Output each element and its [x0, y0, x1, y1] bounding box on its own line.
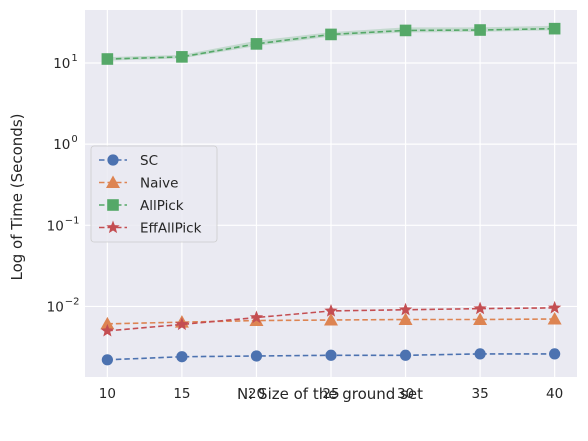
- series-sc: [101, 348, 561, 366]
- x-tick-label: 30: [397, 386, 414, 402]
- data-point-effallpick: [249, 310, 264, 324]
- x-tick-label: 25: [322, 386, 339, 402]
- y-tick-base: 10: [47, 299, 64, 315]
- data-point-sc: [176, 351, 188, 363]
- x-tick-label: 10: [99, 386, 116, 402]
- data-point-sc: [325, 349, 337, 361]
- data-point-sc: [101, 354, 113, 366]
- y-tick-exponent: 0: [71, 134, 77, 145]
- legend-label: EffAllPick: [140, 221, 202, 237]
- x-tick-label: 20: [248, 386, 265, 402]
- x-axis-label: N: Size of the ground set: [237, 385, 423, 403]
- y-tick-base: 10: [53, 137, 70, 153]
- series-effallpick: [100, 300, 562, 337]
- data-point-allpick: [474, 24, 486, 36]
- y-tick-base: 10: [47, 218, 64, 234]
- y-tick-label: 10 −1: [47, 215, 80, 234]
- data-point-naive: [547, 312, 562, 325]
- data-point-sc: [250, 350, 263, 362]
- data-point-effallpick: [547, 300, 562, 314]
- data-point-effallpick: [473, 301, 487, 315]
- data-point-allpick: [548, 22, 561, 35]
- x-tick-labels: 10 15 20 25 30 35 40: [99, 386, 563, 402]
- x-tick-label: 40: [546, 386, 563, 402]
- data-point-naive: [324, 313, 338, 326]
- legend-item-naive: Naive: [99, 175, 178, 192]
- data-point-sc: [399, 349, 412, 361]
- data-point-effallpick: [100, 323, 115, 337]
- legend-marker: [106, 220, 120, 234]
- y-tick-exponent: −2: [65, 296, 80, 307]
- legend-item-sc: SC: [99, 153, 158, 169]
- y-tick-label: 10 −2: [47, 296, 80, 315]
- y-axis-label: Log of Time (Seconds): [8, 114, 26, 281]
- data-point-sc: [474, 348, 486, 360]
- data-point-allpick: [101, 53, 114, 65]
- data-point-allpick: [325, 28, 337, 41]
- data-point-effallpick: [175, 317, 189, 331]
- data-point-effallpick: [398, 302, 413, 316]
- data-point-allpick: [250, 38, 263, 50]
- legend-label: SC: [140, 153, 158, 169]
- data-point-sc: [549, 348, 561, 360]
- legend-item-allpick: AllPick: [99, 198, 184, 214]
- legend: SC Naive AllPick EffAllPick: [90, 145, 218, 243]
- band-allpick: [107, 25, 555, 61]
- y-tick-exponent: −1: [65, 215, 80, 226]
- x-tick-label: 15: [173, 386, 190, 402]
- y-tick-exponent: 1: [71, 53, 77, 64]
- series-lines: [100, 22, 562, 366]
- series-allpick: [101, 22, 561, 65]
- legend-label: AllPick: [140, 198, 184, 214]
- data-point-allpick: [399, 24, 412, 37]
- legend-label: Naive: [140, 176, 178, 192]
- data-point-naive: [100, 316, 115, 330]
- legend-box: [90, 145, 218, 243]
- y-tick-label: 10 0: [53, 134, 78, 153]
- data-point-effallpick: [324, 303, 338, 317]
- legend-marker: [107, 199, 119, 211]
- confidence-bands: [107, 25, 555, 61]
- legend-item-effallpick: EffAllPick: [99, 220, 202, 237]
- y-tick-label: 10 1: [53, 53, 78, 72]
- data-point-naive: [473, 312, 488, 326]
- data-point-allpick: [176, 51, 188, 63]
- legend-marker: [106, 175, 120, 188]
- data-point-naive: [398, 312, 413, 326]
- y-tick-base: 10: [53, 56, 70, 72]
- x-tick-label: 35: [471, 386, 488, 402]
- legend-marker: [107, 154, 119, 166]
